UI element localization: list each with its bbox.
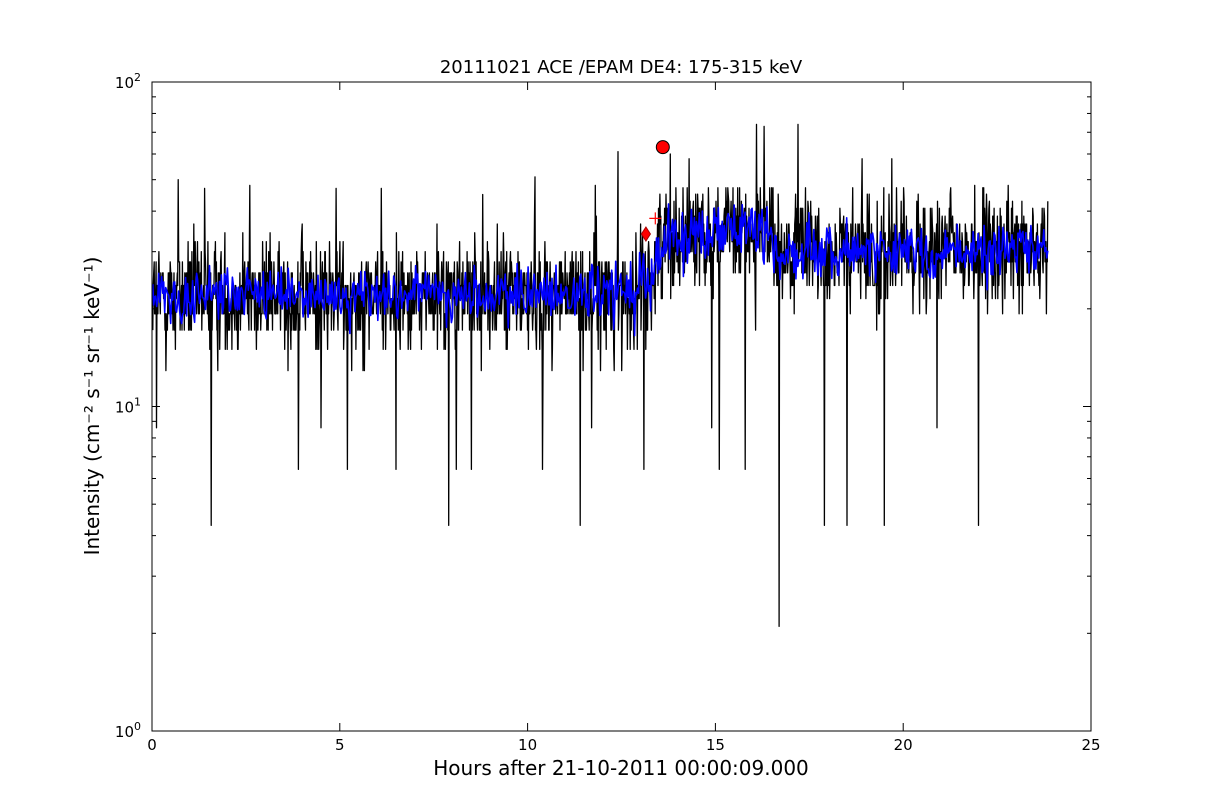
x-tick-label: 0 (147, 736, 157, 754)
y-tick-label: 101 (115, 396, 141, 417)
x-tick-label: 25 (1081, 736, 1100, 754)
y-tick-base: 10 (115, 723, 134, 741)
y-axis-label: Intensity (cm⁻² s⁻¹ sr⁻¹ keV⁻¹) (80, 257, 104, 556)
x-tick-label: 10 (518, 736, 537, 754)
chart-title: 20111021 ACE /EPAM DE4: 175-315 keV (440, 57, 803, 78)
x-tick-label: 15 (706, 736, 725, 754)
cross-marker (649, 212, 662, 225)
x-tick-label: 20 (894, 736, 913, 754)
y-tick-exponent: 2 (134, 71, 141, 84)
x-tick-label: 5 (335, 736, 345, 754)
y-tick-label: 100 (115, 720, 141, 741)
y-tick-exponent: 1 (134, 396, 141, 409)
peak-marker (655, 140, 670, 155)
onset-marker (640, 226, 652, 242)
series-line-raw (152, 123, 1049, 628)
series-line-smoothed (152, 203, 1049, 337)
y-tick-label: 102 (115, 71, 141, 92)
y-tick-base: 10 (115, 399, 134, 417)
x-axis-label: Hours after 21-10-2011 00:00:09.000 (433, 756, 809, 780)
y-tick-base: 10 (115, 74, 134, 92)
y-tick-exponent: 0 (134, 720, 141, 733)
plot-frame (151, 81, 1092, 732)
